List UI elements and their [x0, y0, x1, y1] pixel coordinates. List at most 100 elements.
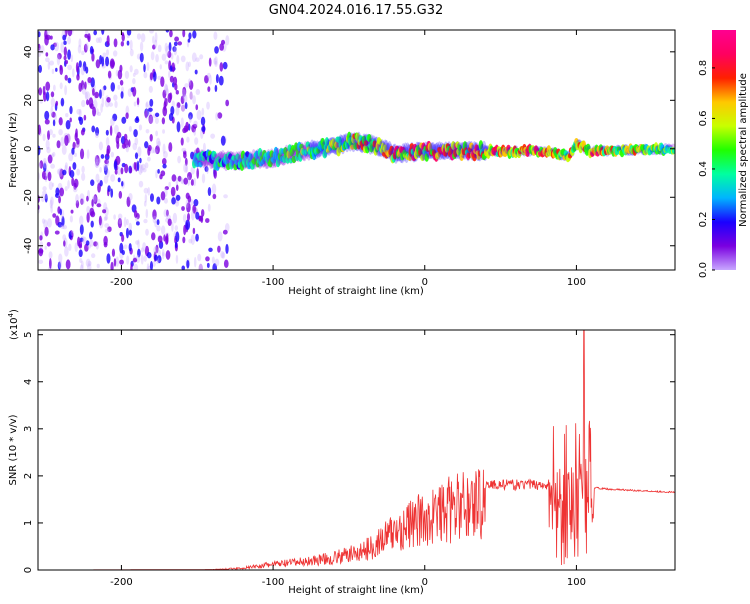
spectrogram-noise-mark: [133, 161, 137, 170]
spectrogram-noise-mark: [225, 243, 229, 255]
spectrogram-noise-mark: [90, 210, 96, 218]
spectrogram-noise-mark: [60, 97, 65, 107]
spectrogram-noise-mark: [192, 204, 196, 214]
spectrogram-noise-mark: [128, 125, 132, 132]
spectrogram-noise-mark: [193, 256, 197, 268]
spectrogram-noise-mark: [85, 258, 91, 268]
spectrogram-noise-mark: [208, 57, 212, 67]
spectrogram-noise-mark: [64, 246, 69, 257]
colorbar-tick-label: 0.4: [698, 161, 709, 177]
spectrogram-noise-mark: [172, 212, 178, 224]
spectrogram-noise-mark: [214, 84, 218, 93]
spectrogram-noise-mark: [86, 195, 89, 202]
spectrogram-noise-mark: [161, 158, 167, 165]
spectrogram-noise-mark: [152, 215, 157, 224]
spectrogram-noise-mark: [117, 217, 123, 229]
spectrogram-noise-mark: [124, 70, 130, 80]
x-tick-label: -100: [262, 277, 285, 288]
spectrogram-noise-mark: [115, 134, 120, 145]
spectrogram-noise-mark: [180, 117, 184, 128]
spectrogram-noise-mark: [50, 97, 56, 107]
spectrogram-noise-mark: [175, 184, 179, 191]
spectrogram-noise-mark: [147, 146, 151, 156]
spectrogram-noise-mark: [177, 155, 181, 164]
spectrogram-noise-mark: [121, 234, 125, 243]
spectrogram-noise-mark: [215, 74, 219, 84]
spectrogram-noise-mark: [52, 133, 56, 138]
spectrogram-noise-mark: [38, 145, 41, 156]
spectrogram-noise-mark: [48, 251, 53, 259]
spectrogram-noise-mark: [68, 243, 72, 252]
spectrogram-noise-mark: [186, 136, 190, 143]
colorbar-ticks: 0.0 0.2 0.4 0.6 0.8: [698, 60, 715, 278]
spectrogram-noise-mark: [72, 68, 75, 78]
spectrogram-noise-mark: [129, 48, 134, 57]
spectrogram-noise-mark: [48, 258, 52, 269]
spectrogram-noise-mark: [132, 86, 137, 97]
spectrogram-ridge-mark: [466, 152, 472, 159]
spectrogram-noise-mark: [56, 54, 61, 66]
spectrogram-noise-mark: [157, 255, 162, 264]
spectrogram-noise-mark: [63, 55, 67, 61]
spectrogram-noise-mark: [155, 53, 159, 63]
spectrogram-noise-mark: [207, 187, 212, 197]
spectrogram-noise-mark: [185, 219, 191, 231]
spectrogram-noise-mark: [122, 142, 126, 149]
colorbar-tick-label: 0.6: [698, 110, 709, 126]
spectrogram-noise-mark: [156, 196, 161, 205]
spectrogram-noise-mark: [82, 61, 87, 72]
spectrogram-noise-mark: [75, 194, 79, 204]
spectrogram-x-axis-label: Height of straight line (km): [288, 286, 424, 297]
spectrogram-noise-mark: [46, 241, 51, 247]
spectrogram-noise-mark: [72, 141, 76, 150]
spectrogram-noise-mark: [174, 83, 178, 91]
spectrogram-noise-mark: [60, 224, 65, 230]
spectrogram-noise-mark: [52, 119, 56, 127]
spectrogram-noise-mark: [65, 259, 71, 270]
spectrogram-noise-mark: [79, 224, 84, 235]
colorbar-label: Normalized spectral amplitude: [738, 73, 749, 227]
spectrogram-noise-mark: [63, 240, 66, 247]
spectrogram-noise-mark: [114, 100, 118, 109]
spectrogram-noise-mark: [142, 242, 147, 252]
spectrogram-noise-mark: [93, 30, 98, 36]
y-tick-label: 3: [23, 426, 34, 432]
spectrogram-noise-mark: [64, 186, 68, 192]
spectrogram-noise-mark: [145, 228, 149, 236]
spectrogram-noise-mark: [110, 174, 116, 182]
spectrogram-noise-mark: [113, 160, 118, 171]
spectrogram-noise-mark: [162, 106, 168, 117]
spectrogram-noise-mark: [175, 254, 179, 264]
spectrogram-noise-mark: [136, 33, 142, 40]
spectrogram-noise-mark: [80, 65, 85, 76]
spectrogram-noise-mark: [54, 113, 57, 121]
spectrogram-noise-mark: [62, 34, 67, 41]
spectrogram-noise-mark: [73, 178, 79, 188]
spectrogram-noise-mark: [120, 41, 125, 47]
spectrogram-noise-mark: [202, 142, 206, 153]
spectrogram-noise-mark: [172, 46, 177, 52]
spectrogram-noise-mark: [149, 98, 154, 107]
spectrogram-noise-mark: [106, 35, 110, 46]
spectrogram-noise-mark: [217, 112, 223, 119]
spectrogram-noise-mark: [38, 259, 44, 265]
spectrogram-noise-mark: [152, 209, 157, 220]
spectrogram-noise-mark: [84, 243, 89, 252]
spectrogram-ridge-mark: [212, 150, 217, 158]
spectrogram-noise-mark: [125, 218, 129, 226]
spectrogram-noise-mark: [59, 187, 65, 197]
colorbar-gradient: [712, 30, 736, 270]
spectrogram-noise-mark: [143, 71, 148, 79]
spectrogram-noise-mark: [161, 117, 166, 125]
spectrogram-noise-mark: [42, 85, 46, 96]
spectrogram-noise-mark: [109, 125, 113, 136]
spectrogram-noise-mark: [69, 105, 73, 115]
spectrogram-noise-mark: [187, 38, 191, 43]
spectrogram-noise-mark: [75, 62, 79, 73]
spectrogram-noise-mark: [47, 154, 53, 164]
spectrogram-noise-mark: [103, 216, 108, 222]
spectrogram-noise-mark: [162, 143, 166, 155]
spectrogram-noise-mark: [174, 36, 180, 42]
spectrogram-noise-mark: [175, 177, 179, 187]
spectrogram-noise-mark: [180, 137, 184, 146]
